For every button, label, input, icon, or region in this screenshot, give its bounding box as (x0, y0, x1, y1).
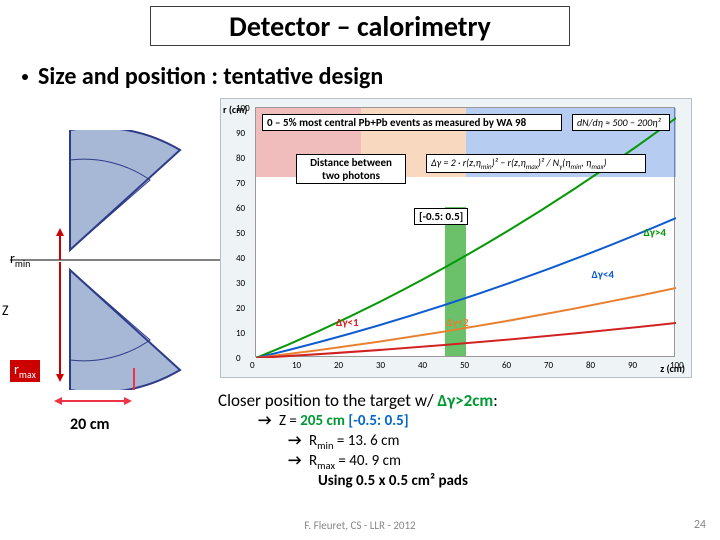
dg-lt4: Δγ<4 (591, 268, 614, 281)
dg-lt2: Δγ<2 (446, 316, 469, 329)
bullet-dot (22, 74, 28, 80)
line-rmax: Rmax = 40. 9 cm (288, 452, 401, 472)
slide-title-bar: Detector – calorimetry (150, 6, 570, 46)
x-axis-label: z (cm) (660, 362, 685, 375)
width-label: 20 cm (70, 415, 110, 434)
dg-lt1: Δγ<1 (336, 316, 359, 329)
note-distance: Distance between two photons (296, 154, 406, 184)
slide-title: Detector – calorimetry (229, 9, 491, 44)
note-formula: dN/dη ≈ 500 − 200η² (572, 114, 670, 131)
wedge-svg (10, 130, 240, 390)
note-central-events: 0 – 5% most central Pb+Pb events as meas… (262, 114, 562, 131)
bullet-tentative-design: Size and position : tentative design (22, 62, 383, 91)
rz-chart: r (cm) 0 – 5% most central Pb+Pb events … (220, 98, 692, 378)
line-rmin: Rmin = 13. 6 cm (288, 432, 399, 452)
rmin-label: rmin (10, 250, 30, 270)
line-z: Z = 205 cm [-0.5: 0.5] (258, 412, 409, 430)
line-pads: Using 0.5 x 0.5 cm² pads (318, 472, 468, 490)
plot-area: 0 – 5% most central Pb+Pb events as meas… (255, 107, 675, 357)
note-dg-formula: Δγ = 2 · r(z,ηmin)² − r(z,ηmax)² / Nγ(ηm… (426, 154, 646, 173)
page-number: 24 (694, 518, 706, 532)
footer-credit: F. Fleuret, CS - LLR - 2012 (304, 519, 415, 532)
dg-gt4: Δγ>4 (643, 226, 666, 239)
detector-schematic: rmin Z rmax (10, 130, 240, 390)
bullet-text: Size and position : tentative design (38, 62, 383, 91)
width-arrow (60, 400, 126, 402)
closer-position-line: Closer position to the target w/ Δγ>2cm: (218, 390, 498, 411)
rmax-label: rmax (10, 360, 40, 382)
eta-range-box: [-0.5: 0.5] (414, 208, 468, 225)
z-axis-label: Z (2, 302, 9, 319)
